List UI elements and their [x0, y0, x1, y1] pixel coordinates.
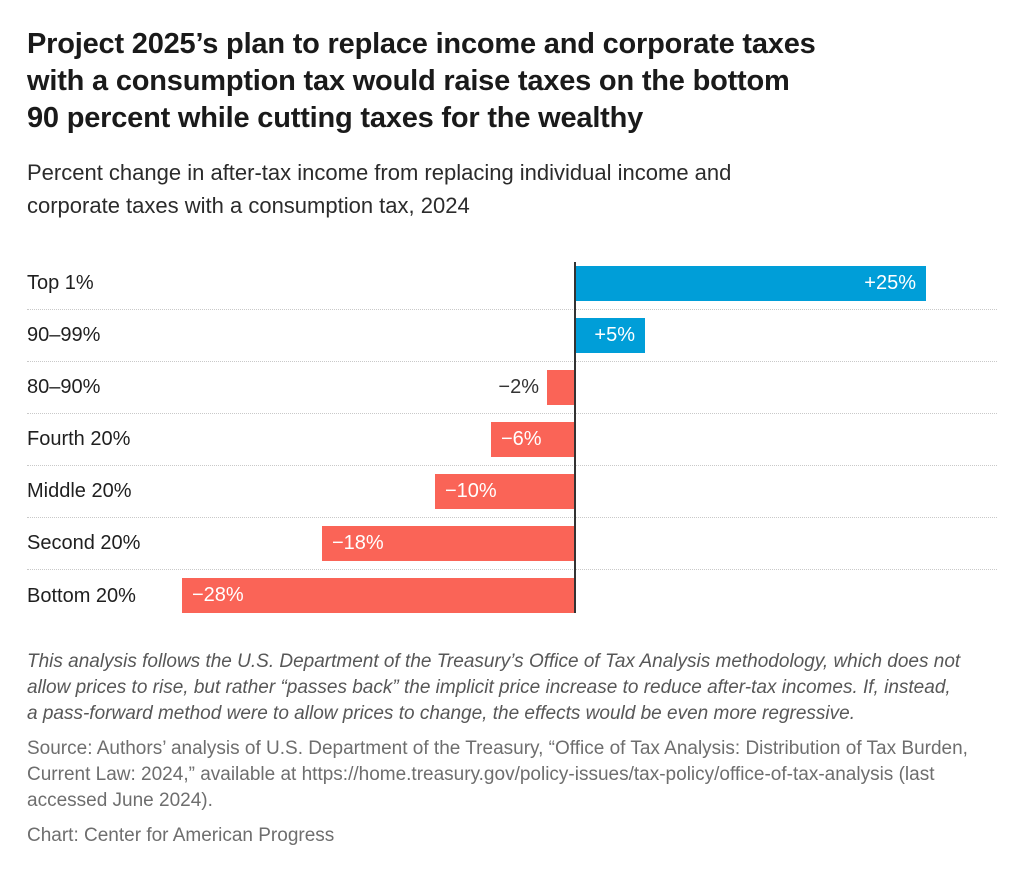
- methodology-note: This analysis follows the U.S. Departmen…: [27, 651, 961, 724]
- bar-chart: Top 1% +25% 90–99% +5% 80–90% −2% Fourth…: [27, 258, 997, 622]
- chart-row: 90–99% +5%: [27, 310, 997, 362]
- chart-row: 80–90% −2%: [27, 362, 997, 414]
- chart-row: Middle 20% −10%: [27, 466, 997, 518]
- chart-credit: Chart: Center for American Progress: [27, 825, 335, 846]
- chart-row: Top 1% +25%: [27, 258, 997, 310]
- value-label: −28%: [192, 584, 244, 606]
- category-label: 80–90%: [27, 376, 101, 398]
- value-label: −2%: [498, 376, 539, 398]
- bar: −28%: [182, 578, 575, 613]
- category-label: Bottom 20%: [27, 584, 136, 607]
- chart-row: Bottom 20% −28%: [27, 570, 997, 622]
- category-label: Fourth 20%: [27, 428, 131, 450]
- value-label: −6%: [501, 428, 542, 450]
- category-label: 90–99%: [27, 324, 101, 346]
- zero-axis-line: [574, 262, 576, 613]
- bar: −6%: [491, 422, 575, 457]
- bar: −10%: [435, 474, 575, 509]
- page-title: Project 2025’s plan to replace income an…: [27, 28, 816, 134]
- bar: −18%: [322, 526, 575, 561]
- value-label: −10%: [445, 480, 497, 502]
- bar: [547, 370, 575, 405]
- category-label: Second 20%: [27, 532, 141, 554]
- value-label: +25%: [864, 272, 916, 294]
- chart-row: Second 20% −18%: [27, 518, 997, 570]
- category-label: Middle 20%: [27, 480, 132, 502]
- chart-card: Project 2025’s plan to replace income an…: [0, 26, 1024, 848]
- value-label: +5%: [594, 324, 635, 346]
- source-note: Source: Authors’ analysis of U.S. Depart…: [27, 738, 968, 811]
- chart-footer: This analysis follows the U.S. Departmen…: [27, 649, 992, 848]
- chart-subtitle: Percent change in after-tax income from …: [27, 160, 732, 218]
- category-label: Top 1%: [27, 272, 94, 294]
- chart-row: Fourth 20% −6%: [27, 414, 997, 466]
- bar: +5%: [575, 318, 645, 353]
- value-label: −18%: [332, 532, 384, 554]
- bar: +25%: [575, 266, 926, 301]
